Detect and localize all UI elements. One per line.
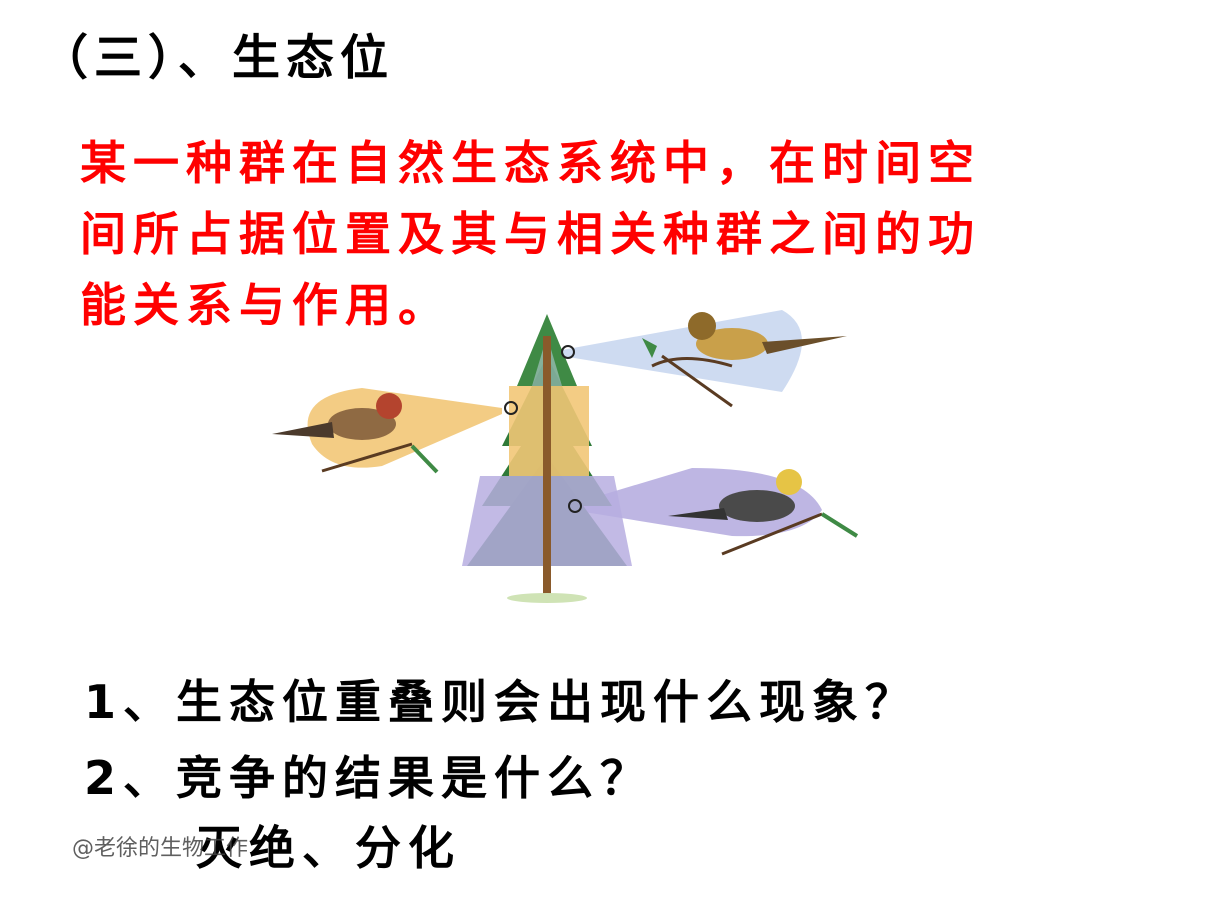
question-1: 1、生态位重叠则会出现什么现象？ xyxy=(84,675,919,729)
definition-line-1: 某一种群在自然生态系统中，在时间空 xyxy=(80,136,981,190)
warbler-bird-middle xyxy=(272,393,439,474)
warbler-niche-illustration xyxy=(262,296,872,614)
niche-diagram-svg xyxy=(272,310,859,603)
middle-zone-beam xyxy=(307,388,502,468)
warbler-bird-bottom xyxy=(668,469,859,556)
question-2: 2、竞争的结果是什么？ xyxy=(84,751,654,805)
warbler-bird-top xyxy=(642,312,847,408)
definition-line-3: 能关系与作用。 xyxy=(80,278,451,332)
answer-text: 灭绝、分化 xyxy=(196,821,461,875)
watermark-text: @老徐的生物工作 xyxy=(72,836,249,861)
definition-line-2: 间所占据位置及其与相关种群之间的功 xyxy=(80,207,981,261)
spruce-tree xyxy=(462,314,632,603)
slide-title: （三）、生态位 xyxy=(40,30,395,86)
niche-definition: 某一种群在自然生态系统中，在时间空 间所占据位置及其与相关种群之间的功 能关系与… xyxy=(80,128,1140,341)
